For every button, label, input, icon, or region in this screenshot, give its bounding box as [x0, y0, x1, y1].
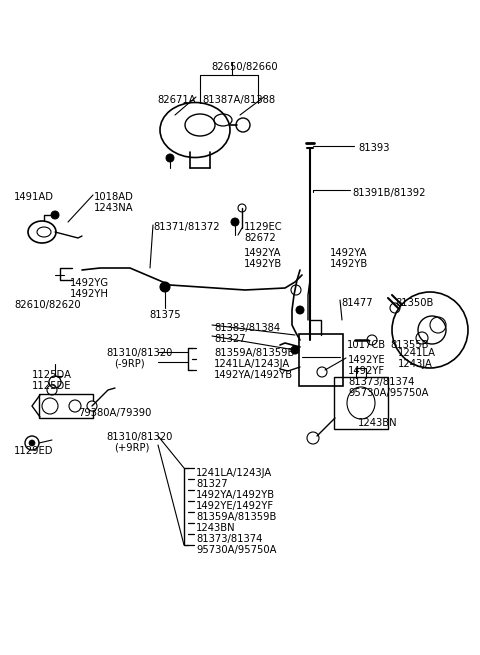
Text: 1492YA: 1492YA: [330, 248, 368, 258]
Text: 82672: 82672: [244, 233, 276, 243]
Text: 81375: 81375: [149, 310, 181, 320]
Text: 81359A/81359B: 81359A/81359B: [196, 512, 276, 522]
Text: 82671A: 82671A: [157, 95, 196, 105]
Text: 1492YH: 1492YH: [70, 289, 109, 299]
Text: 81327: 81327: [196, 479, 228, 489]
Text: 1241LA/1243JA: 1241LA/1243JA: [214, 359, 290, 369]
Text: 81310/81320: 81310/81320: [106, 348, 172, 358]
Text: 79380A/79390: 79380A/79390: [78, 408, 151, 418]
Text: 1017CB: 1017CB: [347, 340, 386, 350]
Circle shape: [166, 154, 174, 162]
Text: 1241LA/1243JA: 1241LA/1243JA: [196, 468, 272, 478]
Text: 81310/81320: 81310/81320: [106, 432, 172, 442]
Text: 81387A/81388: 81387A/81388: [202, 95, 275, 105]
Circle shape: [296, 306, 304, 314]
Text: 1243NA: 1243NA: [94, 203, 133, 213]
Text: 1241LA: 1241LA: [398, 348, 436, 358]
Circle shape: [87, 401, 97, 411]
Text: 1492YB: 1492YB: [330, 259, 368, 269]
Circle shape: [291, 346, 299, 354]
Circle shape: [367, 335, 377, 345]
Text: 1243JA: 1243JA: [398, 359, 433, 369]
Text: 1125DA: 1125DA: [32, 370, 72, 380]
Text: 81383/81384: 81383/81384: [214, 323, 280, 333]
Text: 81391B/81392: 81391B/81392: [352, 188, 425, 198]
Text: 1243BN: 1243BN: [358, 418, 397, 428]
Text: 82650/82660: 82650/82660: [212, 62, 278, 72]
Text: 81350B: 81350B: [395, 298, 433, 308]
Text: 81355B: 81355B: [390, 340, 429, 350]
Text: (-9RP): (-9RP): [114, 359, 144, 369]
Text: 1129EC: 1129EC: [244, 222, 283, 232]
Text: 1492YA/1492YB: 1492YA/1492YB: [214, 370, 293, 380]
Text: 1129ED: 1129ED: [14, 446, 53, 456]
Circle shape: [29, 440, 35, 446]
Text: 95730A/95750A: 95730A/95750A: [196, 545, 276, 555]
Text: 1492YE: 1492YE: [348, 355, 385, 365]
Text: 82610/82620: 82610/82620: [14, 300, 81, 310]
Text: 81373/81374: 81373/81374: [196, 534, 263, 544]
Text: 81393: 81393: [358, 143, 389, 153]
Text: (+9RP): (+9RP): [114, 443, 149, 453]
Text: 95730A/95750A: 95730A/95750A: [348, 388, 429, 398]
Text: 1492YF: 1492YF: [348, 366, 385, 376]
Text: 81371/81372: 81371/81372: [153, 222, 220, 232]
Circle shape: [51, 211, 59, 219]
Text: 81477: 81477: [341, 298, 372, 308]
Text: 1018AD: 1018AD: [94, 192, 134, 202]
Text: 1492YG: 1492YG: [70, 278, 109, 288]
Circle shape: [160, 282, 170, 292]
Text: 81359A/81359B: 81359A/81359B: [214, 348, 294, 358]
Text: 1492YA: 1492YA: [244, 248, 281, 258]
Text: 1492YB: 1492YB: [244, 259, 282, 269]
Circle shape: [231, 218, 239, 226]
Text: 81373/81374: 81373/81374: [348, 377, 414, 387]
Text: 1125DE: 1125DE: [32, 381, 72, 391]
Text: 1492YA/1492YB: 1492YA/1492YB: [196, 490, 275, 500]
Text: 1243BN: 1243BN: [196, 523, 236, 533]
Circle shape: [307, 432, 319, 444]
Text: 1491AD: 1491AD: [14, 192, 54, 202]
Text: 1492YE/1492YF: 1492YE/1492YF: [196, 501, 274, 511]
Text: 81327: 81327: [214, 334, 246, 344]
